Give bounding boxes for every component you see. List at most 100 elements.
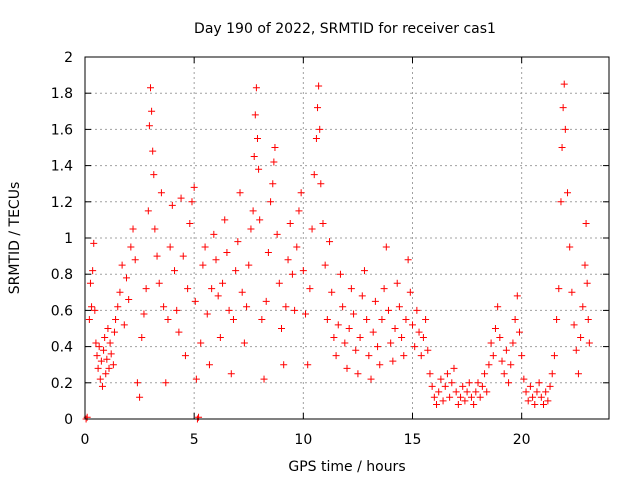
data-point-marker [513, 292, 521, 300]
data-point-marker [291, 306, 299, 314]
x-tick-label: 0 [81, 432, 90, 448]
data-point-marker [574, 370, 582, 378]
data-point-marker [428, 382, 436, 390]
data-point-marker [502, 346, 510, 354]
data-point-marker [389, 357, 397, 365]
data-point-marker [400, 352, 408, 360]
data-point-marker [395, 303, 403, 311]
data-point-marker [555, 285, 563, 293]
data-point-marker [221, 216, 229, 224]
data-point-marker [367, 375, 375, 383]
data-point-marker [216, 334, 224, 342]
data-point-marker [255, 165, 263, 173]
data-point-marker [579, 303, 587, 311]
data-point-marker [293, 243, 301, 251]
data-point-marker [203, 310, 211, 318]
data-point-marker [295, 207, 303, 215]
data-point-marker [195, 413, 203, 421]
data-point-marker [273, 230, 281, 238]
data-point-marker [457, 393, 465, 401]
data-point-marker [112, 315, 120, 323]
data-point-marker [330, 334, 338, 342]
data-point-marker [332, 352, 340, 360]
data-point-marker [443, 370, 451, 378]
data-point-marker [299, 267, 307, 275]
data-point-marker [426, 370, 434, 378]
data-point-marker [360, 267, 368, 275]
data-point-marker [572, 346, 580, 354]
data-point-marker [500, 370, 508, 378]
data-point-marker [544, 397, 552, 405]
data-point-marker [262, 297, 270, 305]
data-point-marker [371, 297, 379, 305]
data-point-marker [319, 220, 327, 228]
x-tick-label: 10 [294, 432, 312, 448]
data-point-marker [160, 303, 168, 311]
data-point-marker [384, 306, 392, 314]
data-point-marker [561, 125, 569, 133]
data-point-marker [352, 346, 360, 354]
data-point-marker [582, 220, 590, 228]
data-point-marker [288, 270, 296, 278]
data-point-marker [312, 134, 320, 142]
data-point-marker [391, 325, 399, 332]
data-point-marker [110, 328, 118, 336]
data-point-marker [188, 198, 196, 206]
data-point-marker [86, 279, 94, 287]
y-tick-label: 1.2 [51, 195, 73, 211]
data-point-marker [102, 370, 110, 378]
data-point-marker [240, 339, 248, 347]
data-point-marker [310, 171, 318, 179]
data-point-marker [345, 325, 353, 332]
data-point-marker [537, 393, 545, 401]
data-point-marker [191, 297, 199, 305]
data-point-marker [540, 401, 547, 409]
data-point-marker [101, 334, 109, 342]
data-point-marker [304, 361, 312, 369]
data-point-marker [256, 216, 264, 224]
data-point-marker [498, 357, 506, 365]
data-point-marker [275, 279, 283, 287]
data-point-marker [560, 80, 568, 88]
data-point-marker [109, 361, 117, 369]
data-point-marker [282, 303, 290, 311]
data-point-marker [225, 306, 233, 314]
data-point-marker [155, 279, 163, 287]
data-point-marker [470, 401, 478, 409]
data-point-marker [439, 397, 447, 405]
data-point-marker [526, 382, 534, 390]
data-point-marker [478, 382, 486, 390]
data-point-marker [264, 248, 272, 256]
y-tick-label: 0.4 [51, 340, 73, 356]
data-point-marker [446, 393, 454, 401]
data-point-marker [509, 339, 517, 347]
data-point-marker [98, 382, 106, 390]
data-point-marker [566, 243, 574, 251]
data-point-marker [270, 158, 278, 166]
x-axis-title: GPS time / hours [288, 459, 405, 475]
data-point-marker [507, 361, 515, 369]
data-point-marker [387, 339, 395, 347]
data-point-marker [317, 180, 325, 188]
data-point-marker [153, 252, 161, 260]
data-point-marker [463, 388, 471, 396]
data-point-marker [106, 339, 114, 347]
data-point-marker [147, 84, 154, 92]
data-point-marker [433, 401, 441, 409]
y-tick-label: 0.8 [51, 267, 73, 283]
data-point-marker [417, 352, 425, 360]
data-point-marker [365, 352, 373, 360]
x-tick-label: 5 [190, 432, 199, 448]
data-point-marker [95, 343, 103, 351]
data-point-marker [489, 352, 497, 360]
data-point-marker [278, 325, 285, 332]
tick-labels: 00.20.40.60.811.21.41.61.820 5 10 15 20 [51, 50, 531, 448]
data-point-marker [459, 382, 467, 390]
data-point-marker [476, 393, 484, 401]
data-point-marker [243, 303, 251, 311]
data-point-marker [419, 334, 427, 342]
y-tick-label: 1.6 [51, 122, 73, 138]
data-point-marker [148, 107, 156, 115]
data-point-marker [138, 334, 146, 342]
data-point-marker [100, 346, 108, 354]
